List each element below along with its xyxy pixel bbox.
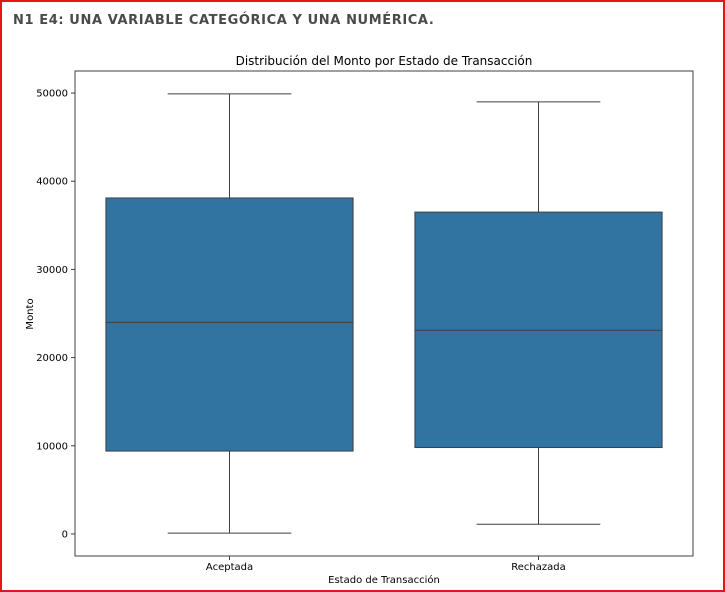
y-tick-label: 10000 [36, 441, 68, 452]
y-tick-label: 40000 [36, 177, 68, 188]
y-tick-label: 30000 [36, 265, 68, 276]
x-axis-label: Estado de Transacción [328, 574, 440, 586]
y-tick-label: 50000 [36, 89, 68, 100]
box-group [105, 93, 663, 534]
box-aceptada [105, 197, 354, 452]
y-tick-label: 20000 [36, 353, 68, 364]
chart-title: Distribución del Monto por Estado de Tra… [236, 54, 533, 68]
y-axis: 0 10000 20000 30000 40000 50000 [36, 89, 75, 540]
y-axis-label: Monto [25, 298, 36, 329]
plot-area [74, 70, 694, 557]
section-heading: N1 E4: UNA VARIABLE CATEGÓRICA Y UNA NUM… [13, 13, 435, 28]
y-tick-label: 0 [62, 529, 68, 540]
x-tick-label: Rechazada [511, 562, 565, 573]
x-axis: Aceptada Rechazada [206, 556, 566, 573]
x-tick-label: Aceptada [206, 562, 253, 573]
